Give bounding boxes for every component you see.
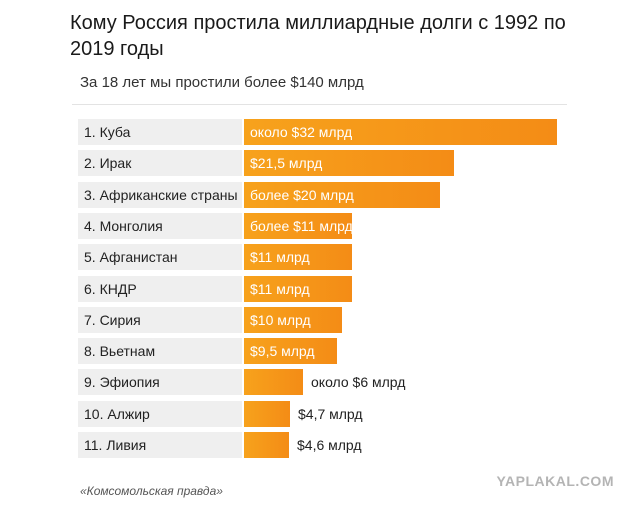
divider	[72, 104, 567, 105]
category-label: 9. Эфиопия	[78, 369, 242, 396]
category-label: 10. Алжир	[78, 400, 242, 427]
category-label: 7. Сирия	[78, 306, 242, 333]
data-label: $4,6 млрд	[297, 437, 362, 453]
data-label: около $6 млрд	[311, 374, 406, 391]
category-label: 4. Монголия	[78, 212, 242, 239]
chart-subtitle: За 18 лет мы простили более $140 млрд	[80, 74, 364, 91]
bar	[244, 275, 352, 302]
category-label: 11. Ливия	[78, 432, 242, 458]
bar-row: 11. Ливия $4,6 млрд	[78, 432, 568, 458]
data-label: около $32 млрд	[250, 124, 353, 140]
bar-row: 8. Вьетнам $9,5 млрд	[78, 338, 568, 365]
bar	[244, 369, 303, 396]
data-label: $4,7 млрд	[298, 405, 363, 422]
watermark: YAPLAKAL.COM	[496, 473, 614, 489]
category-label: 2. Ирак	[78, 150, 242, 177]
bar-row: 6. КНДР $11 млрд	[78, 275, 568, 302]
data-label: $9,5 млрд	[250, 343, 315, 360]
data-label: $11 млрд	[250, 249, 310, 266]
bar-row: 5. Афганистан $11 млрд	[78, 244, 568, 271]
bar	[244, 244, 352, 271]
bar-row: 10. Алжир $4,7 млрд	[78, 400, 568, 427]
category-label: 3. Африканские страны	[78, 181, 242, 208]
bar	[244, 338, 337, 365]
bar-row: 2. Ирак $21,5 млрд	[78, 150, 568, 177]
category-label: 5. Афганистан	[78, 244, 242, 271]
category-label: 6. КНДР	[78, 275, 242, 302]
bar	[244, 119, 557, 145]
bar-row: 1. Куба около $32 млрд	[78, 119, 568, 145]
bar	[244, 181, 440, 208]
bar-row: 9. Эфиопия около $6 млрд	[78, 369, 568, 396]
bar	[244, 306, 342, 333]
data-label: $10 млрд	[250, 311, 311, 328]
bar	[244, 400, 290, 427]
data-label: $11 млрд	[250, 280, 310, 297]
bar-row: 7. Сирия $10 млрд	[78, 306, 568, 333]
category-label: 1. Куба	[78, 119, 242, 145]
data-label: более $11 млрд	[250, 217, 353, 234]
data-label: $21,5 млрд	[250, 155, 323, 172]
bar	[244, 150, 454, 177]
chart-title: Кому Россия простила миллиардные долги с…	[70, 12, 566, 60]
bar	[244, 212, 352, 239]
bar-row: 3. Африканские страны более $20 млрд	[78, 181, 568, 208]
bar-row: 4. Монголия более $11 млрд	[78, 212, 568, 239]
source-credit: «Комсомольская правда»	[80, 484, 223, 498]
bar	[244, 432, 289, 458]
data-label: более $20 млрд	[250, 186, 354, 203]
category-label: 8. Вьетнам	[78, 338, 242, 365]
